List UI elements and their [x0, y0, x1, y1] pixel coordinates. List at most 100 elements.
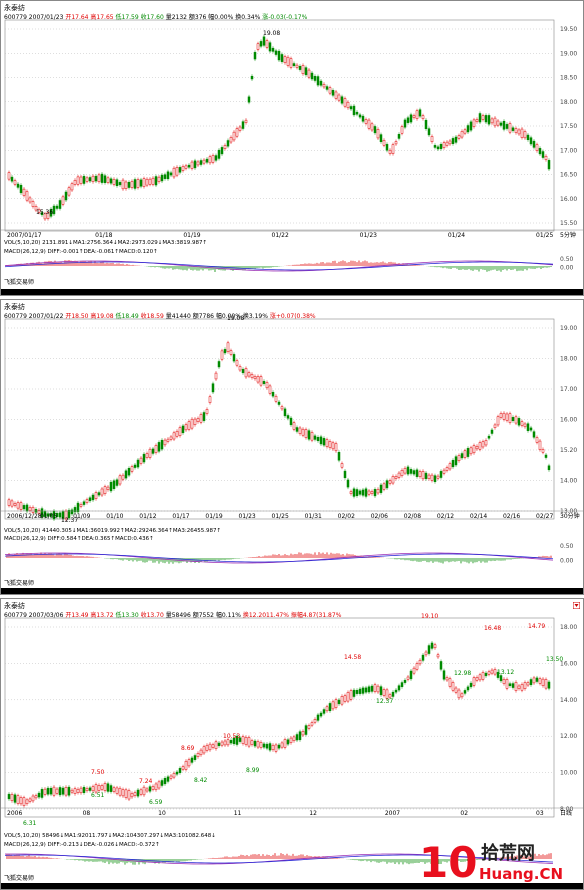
candle-body: [100, 785, 104, 790]
candle-body: [208, 396, 212, 403]
candle-body: [298, 66, 302, 70]
candle-body: [226, 342, 230, 352]
price-axis-label: 15.50: [560, 220, 577, 227]
candle-body: [346, 101, 350, 109]
candle-body: [67, 187, 71, 196]
candle-body: [451, 682, 455, 691]
plot-frame: [4, 19, 555, 232]
candle-body: [346, 479, 350, 488]
candle-body: [322, 438, 326, 446]
candle-body: [109, 785, 113, 792]
candle-body: [541, 449, 545, 453]
candle-body: [199, 160, 203, 165]
candle-body: [325, 439, 329, 447]
candle-body: [301, 428, 305, 436]
candle-body: [403, 119, 407, 128]
date-tick-label: 2006: [7, 810, 22, 817]
candle-body: [97, 492, 101, 496]
candle-body: [376, 129, 380, 139]
candle-body: [28, 197, 32, 203]
candle-body: [178, 167, 182, 173]
candle-body: [436, 146, 440, 150]
candle-body: [394, 141, 398, 145]
chart-panel-daily[interactable]: 永泰纺 600779 2007/03/06 开13.49 高13.72 低13.…: [0, 598, 584, 890]
candle-body: [538, 678, 542, 684]
candle-body: [463, 129, 467, 134]
candle-body: [526, 134, 530, 140]
price-axis-label: 19.50: [560, 26, 577, 33]
price-axis-label: 16.00: [560, 196, 577, 203]
candle-body: [373, 126, 377, 134]
date-tick-label: 01/23: [238, 513, 255, 520]
candlestick-chart[interactable]: 19.00 18.00 17.00 16.00 15.20 14.00 13.00 19.08…: [1, 300, 584, 595]
candle-body: [178, 427, 182, 436]
candle-body: [481, 115, 485, 120]
candle-body: [73, 507, 77, 513]
candle-body: [31, 507, 35, 513]
candle-body: [142, 786, 146, 796]
candle-body: [172, 432, 176, 440]
quote-field: 高13.72: [90, 612, 116, 619]
candle-body: [193, 418, 197, 425]
candle-body: [16, 795, 20, 804]
candle-body: [232, 738, 236, 745]
candle-body: [352, 105, 356, 116]
macd-indicator-info: MACD(26,12,9) DIFF:0.584↑DEA:0.365↑MACD:…: [4, 536, 154, 542]
candlestick-chart[interactable]: 19.50 19.00 18.50 18.00 17.50 17.00 16.50 16.00…: [1, 1, 584, 296]
price-axis-label: 17.00: [560, 147, 577, 154]
candle-body: [94, 492, 98, 499]
candle-body: [505, 124, 509, 129]
candle-body: [226, 739, 230, 746]
candle-body: [475, 677, 479, 681]
candle-body: [490, 429, 494, 434]
candle-body: [529, 427, 533, 431]
candle-body: [337, 94, 341, 101]
candle-body: [349, 106, 353, 110]
price-axis-label: 19.00: [560, 325, 577, 332]
candle-body: [475, 445, 479, 450]
candle-body: [430, 474, 434, 481]
candle-body: [166, 776, 170, 782]
chart-panel-30min[interactable]: 永泰纺 600779 2007/01/22 开18.50 高19.08 低18.…: [0, 299, 584, 595]
candle-body: [208, 743, 212, 751]
candle-body: [442, 142, 446, 148]
candle-body: [271, 47, 275, 52]
candle-body: [481, 672, 485, 680]
candle-body: [544, 155, 548, 160]
candle-body: [157, 176, 161, 182]
candlestick-chart[interactable]: 18.00 16.00 14.00 12.00 10.00 8.00 19.10 16.48 1…: [1, 599, 584, 890]
candle-body: [175, 166, 179, 176]
candle-body: [349, 491, 353, 494]
candle-body: [190, 757, 194, 763]
candle-body: [61, 787, 65, 795]
price-axis-label: 14.00: [560, 478, 577, 485]
candle-body: [280, 406, 284, 410]
candle-body: [433, 145, 437, 148]
price-annotation: 7.24: [139, 778, 153, 785]
candle-body: [295, 734, 299, 741]
candle-body: [415, 469, 419, 477]
candle-body: [139, 457, 143, 464]
software-name: 飞狐交易师: [4, 279, 35, 286]
down-arrow-icon[interactable]: [573, 602, 580, 609]
price-annotation: 19.10: [421, 613, 438, 620]
quote-field: 量41440: [165, 313, 193, 320]
date-tick-label: 02/14: [470, 513, 487, 520]
candle-body: [544, 679, 548, 689]
candle-body: [457, 689, 461, 699]
candle-body: [241, 121, 245, 129]
candle-body: [13, 503, 17, 506]
candle-body: [37, 509, 41, 514]
candle-body: [178, 768, 182, 773]
candle-body: [514, 681, 518, 691]
candle-body: [112, 178, 116, 185]
candle-body: [67, 786, 71, 796]
candle-body: [262, 743, 266, 748]
candle-body: [130, 181, 134, 188]
quote-field: 收17.60: [140, 14, 166, 21]
chart-panel-5min[interactable]: 永泰纺 600779 2007/01/23 开17.64 高17.65 低17.…: [0, 0, 584, 296]
price-annotation: 19.08: [227, 315, 244, 322]
candle-body: [508, 123, 512, 133]
candle-body: [463, 690, 467, 694]
candle-body: [142, 178, 146, 187]
